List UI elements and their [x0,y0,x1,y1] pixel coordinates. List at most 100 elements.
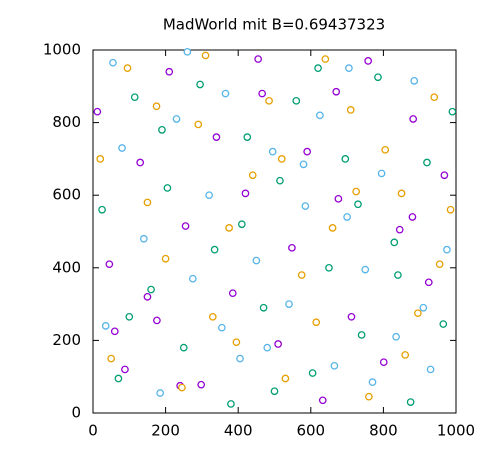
point [345,64,353,73]
point [395,225,404,234]
point [408,213,417,221]
point [181,222,190,230]
x-tick-label: 1000 [437,422,475,440]
point [379,358,388,367]
point [281,374,290,383]
chart-title: MadWorld mit B=0.69437323 [163,16,385,34]
y-tick-label: 0 [71,404,81,422]
point [107,354,116,363]
point [221,89,230,98]
point [212,133,221,141]
point [439,320,448,328]
point [178,383,186,392]
point [392,332,400,341]
point [423,158,431,167]
point [241,189,250,198]
point [252,256,261,265]
point [93,107,102,116]
point [325,263,333,272]
point [297,271,306,279]
point [435,260,444,269]
point [96,155,105,163]
point [118,144,126,152]
point [346,106,355,114]
point [409,115,418,123]
point [225,224,233,232]
x-tick-label: 600 [296,422,325,440]
point [394,271,402,279]
y-tick-label: 400 [52,258,81,276]
point [368,378,377,386]
point [152,102,161,111]
point [424,278,433,287]
point [210,245,219,254]
point [364,57,373,65]
point [414,309,422,318]
point [288,243,296,252]
point [147,285,155,294]
y-tick-label: 1000 [43,41,81,59]
point [318,396,327,405]
point [312,318,321,327]
plot-frame [92,49,457,414]
x-tick-label: 200 [151,422,180,440]
point [258,89,267,98]
point [227,400,235,408]
point [277,155,286,163]
point [208,312,217,321]
point [410,77,419,85]
point [377,169,386,178]
point [201,51,210,60]
point [110,327,119,336]
point [274,340,282,348]
point [125,312,134,321]
point [361,265,370,274]
point [158,126,166,134]
point [343,213,351,221]
point [248,171,257,180]
point [98,205,106,214]
point [105,260,114,269]
y-tick-label: 200 [52,331,81,349]
point [314,64,322,73]
point [308,369,317,377]
point [156,389,165,397]
point [374,73,382,82]
point [285,300,293,308]
point [316,111,324,120]
point [183,47,192,56]
point [440,171,449,180]
point [303,147,312,156]
point [179,343,188,352]
point [196,80,204,89]
point [205,191,214,200]
point [259,303,268,312]
point [352,187,361,196]
point [332,87,341,96]
point [121,365,129,374]
point [197,380,206,389]
point [270,387,279,396]
point [390,238,399,247]
point [341,155,350,163]
point [228,289,237,298]
point [347,312,356,321]
point [276,176,284,185]
point [299,160,308,169]
point [109,58,117,67]
point [401,351,410,359]
point [301,202,310,210]
point [292,96,301,105]
point [237,220,246,229]
point [218,323,226,332]
point [448,107,457,116]
point [321,55,330,63]
point [406,398,415,406]
point [263,343,272,352]
point [328,224,337,232]
point [443,245,451,254]
point [426,365,435,374]
y-tick-label: 800 [52,113,81,131]
point [114,374,123,383]
